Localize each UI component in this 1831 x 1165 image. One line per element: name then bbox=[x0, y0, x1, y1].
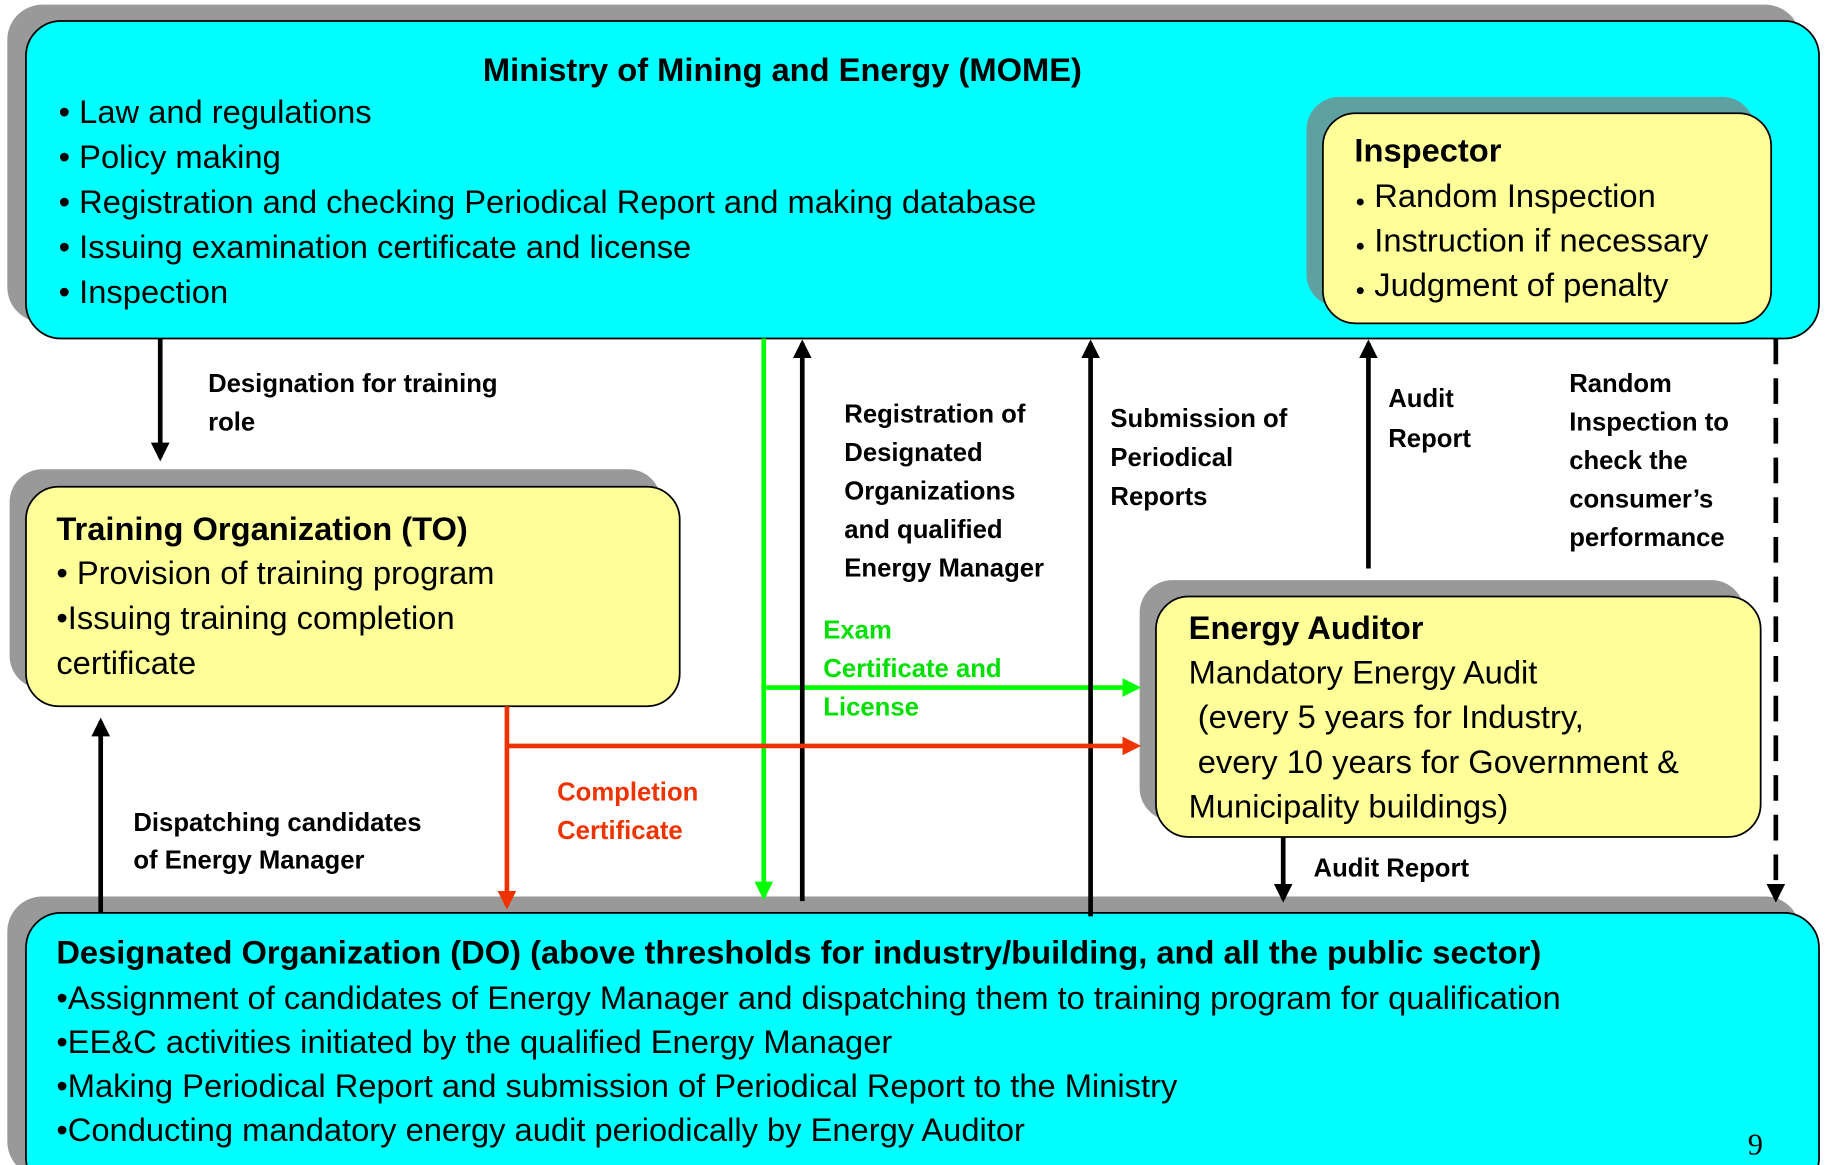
inspector-box bbox=[1322, 112, 1773, 325]
item: • Inspection bbox=[59, 273, 228, 310]
title: Ministry of Mining and Energy (MOME) bbox=[483, 51, 1082, 88]
edge-label: Audit bbox=[1388, 385, 1454, 413]
title: Designated Organization (DO) (above thre… bbox=[56, 934, 1541, 971]
edge-label: License bbox=[823, 693, 919, 721]
edge-label: performance bbox=[1569, 524, 1725, 552]
item: •EE&C activities initiated by the qualif… bbox=[56, 1023, 892, 1060]
item: (every 5 years for Industry, bbox=[1189, 698, 1584, 735]
edge-label: and qualified bbox=[844, 516, 1002, 544]
item: • Policy making bbox=[59, 138, 281, 175]
edge-label: Exam bbox=[823, 616, 892, 644]
edge-label: role bbox=[208, 409, 255, 437]
edge-label: Designated bbox=[844, 439, 982, 467]
item: •Making Periodical Report and submission… bbox=[56, 1067, 1178, 1104]
item: Mandatory Energy Audit bbox=[1189, 653, 1538, 690]
edge-label: Certificate and bbox=[823, 655, 1001, 683]
edge-label: consumer’s bbox=[1569, 486, 1713, 514]
edge-label: Organizations bbox=[844, 477, 1015, 505]
edge-label: Periodical bbox=[1110, 444, 1233, 472]
edge-label: Energy Manager bbox=[844, 554, 1044, 582]
bullet bbox=[1356, 242, 1364, 250]
edge-label: check the bbox=[1569, 447, 1687, 475]
bullet bbox=[1356, 198, 1364, 206]
edge-label: Inspection to bbox=[1569, 409, 1729, 437]
item: Random Inspection bbox=[1374, 177, 1656, 214]
auditor-box bbox=[1155, 595, 1762, 838]
edge-label: Reports bbox=[1110, 483, 1207, 511]
edge-label: Audit Report bbox=[1314, 854, 1470, 882]
title: Energy Auditor bbox=[1189, 609, 1424, 646]
edge-label: Designation for training bbox=[208, 370, 498, 398]
item: Instruction if necessary bbox=[1374, 221, 1709, 258]
item: •Assignment of candidates of Energy Mana… bbox=[56, 979, 1560, 1016]
title: Inspector bbox=[1354, 132, 1501, 169]
training-box bbox=[25, 485, 681, 708]
item: Municipality buildings) bbox=[1189, 787, 1509, 824]
item: Judgment of penalty bbox=[1374, 266, 1669, 303]
item: •Issuing training completion bbox=[56, 599, 454, 636]
item: • Law and regulations bbox=[59, 93, 372, 130]
edge-label: Report bbox=[1388, 425, 1471, 453]
do-box bbox=[25, 911, 1820, 1165]
item: • Registration and checking Periodical R… bbox=[59, 183, 1037, 220]
item: • Issuing examination certificate and li… bbox=[59, 228, 692, 265]
bullet bbox=[1356, 287, 1364, 295]
edge-label: Random bbox=[1569, 370, 1672, 398]
edge-label: Certificate bbox=[557, 817, 683, 845]
item: • Provision of training program bbox=[56, 554, 494, 591]
edge-label: Submission of bbox=[1110, 405, 1287, 433]
item: certificate bbox=[56, 644, 196, 681]
title: Training Organization (TO) bbox=[56, 510, 467, 547]
edge-label: Registration of bbox=[844, 400, 1026, 428]
item: every 10 years for Government & bbox=[1189, 743, 1679, 780]
edge-label: Completion bbox=[557, 779, 698, 807]
item: •Conducting mandatory energy audit perio… bbox=[56, 1111, 1025, 1148]
edge-label: of Energy Manager bbox=[133, 846, 364, 874]
page-number: 9 bbox=[1748, 1127, 1763, 1161]
edge-label: Dispatching candidates bbox=[133, 809, 421, 837]
